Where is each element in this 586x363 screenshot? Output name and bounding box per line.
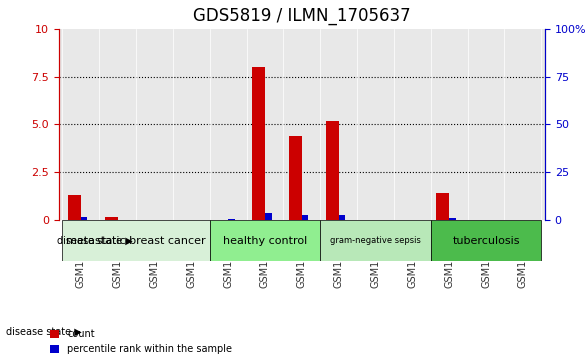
Bar <box>437 193 449 220</box>
Bar <box>105 217 118 220</box>
Text: disease state ▶: disease state ▶ <box>6 327 81 337</box>
Text: disease state ▶: disease state ▶ <box>57 236 132 245</box>
Bar <box>449 218 456 220</box>
FancyBboxPatch shape <box>431 220 541 261</box>
Text: gram-negative sepsis: gram-negative sepsis <box>330 236 421 245</box>
Bar <box>302 215 308 220</box>
Text: tuberculosis: tuberculosis <box>452 236 520 245</box>
Bar <box>228 219 235 220</box>
Bar <box>68 195 81 220</box>
Legend: count, percentile rank within the sample: count, percentile rank within the sample <box>46 326 236 358</box>
FancyBboxPatch shape <box>210 220 320 261</box>
Text: healthy control: healthy control <box>223 236 307 245</box>
Bar <box>81 217 87 220</box>
FancyBboxPatch shape <box>62 220 210 261</box>
FancyBboxPatch shape <box>320 220 431 261</box>
Bar <box>339 215 345 220</box>
Bar <box>326 121 339 220</box>
Text: metastatic breast cancer: metastatic breast cancer <box>66 236 206 245</box>
Bar <box>289 136 302 220</box>
Bar <box>252 67 265 220</box>
Title: GDS5819 / ILMN_1705637: GDS5819 / ILMN_1705637 <box>193 7 411 25</box>
Bar <box>265 213 271 220</box>
